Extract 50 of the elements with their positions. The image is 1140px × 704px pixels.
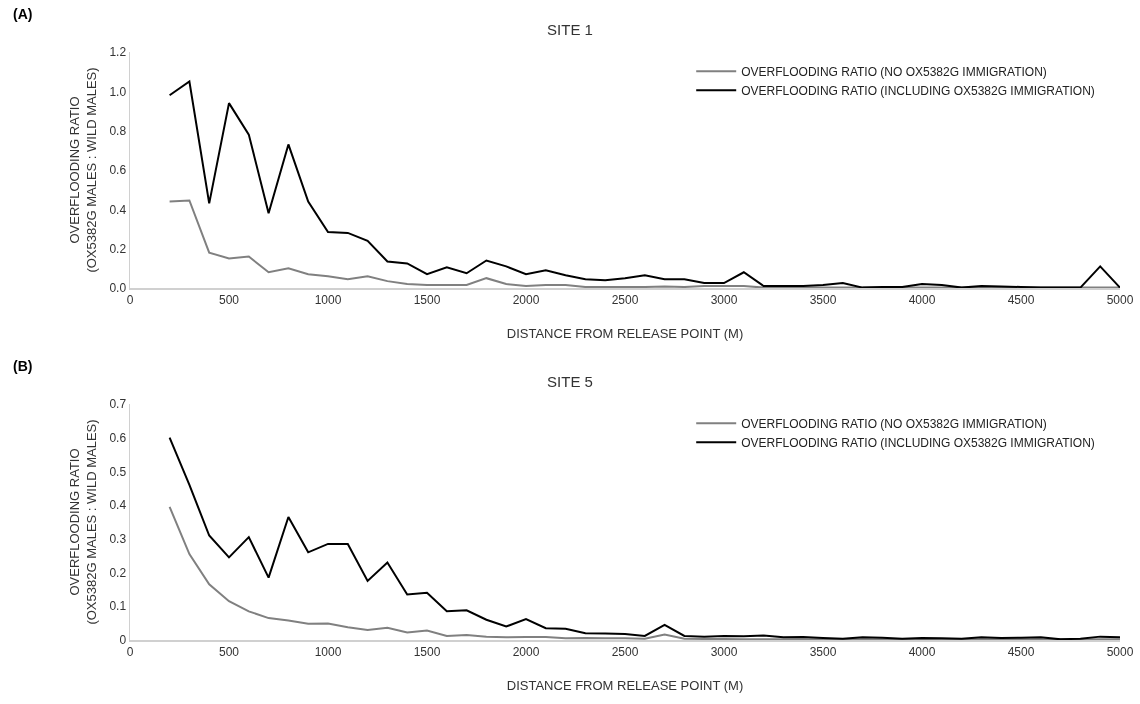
x-tick-label: 1500 [413, 292, 441, 307]
y-tick-label: 1.2 [109, 45, 127, 60]
x-tick-label: 5000 [1106, 292, 1134, 307]
y-axis-title: OVERFLOODING RATIO (OX5382G MALES : WILD MALES) [66, 67, 99, 273]
legend-label: OVERFLOODING RATIO (INCLUDING OX5382G IMMIGRATION) [741, 83, 1095, 98]
x-axis-title: DISTANCE FROM RELEASE POINT (M) [506, 325, 744, 341]
y-tick-label: 0.8 [109, 123, 127, 138]
chart-title: SITE 5 [547, 373, 593, 391]
x-tick-label: 1000 [314, 644, 342, 659]
y-tick-label: 0.6 [109, 430, 127, 445]
x-tick-label: 2000 [512, 644, 540, 659]
y-tick-label: 0.4 [109, 498, 127, 513]
y-tick-label: 0.4 [109, 202, 127, 217]
y-tick-label: 0 [119, 633, 127, 648]
x-tick-label: 2500 [611, 292, 639, 307]
y-tick-label: 1.0 [109, 84, 127, 99]
legend-label: OVERFLOODING RATIO (INCLUDING OX5382G IMMIGRATION) [741, 435, 1095, 450]
x-tick-label: 3000 [710, 292, 738, 307]
x-tick-label: 3500 [809, 644, 837, 659]
chart-title: SITE 1 [547, 21, 593, 39]
x-tick-label: 4500 [1007, 644, 1035, 659]
y-tick-label: 0.0 [109, 281, 127, 296]
x-tick-label: 500 [218, 644, 240, 659]
y-tick-label: 0.7 [109, 397, 127, 412]
y-tick-label: 0.3 [109, 532, 127, 547]
y-tick-label: 0.2 [109, 565, 127, 580]
x-tick-label: 4000 [908, 292, 936, 307]
x-tick-label: 4500 [1007, 292, 1035, 307]
text: (B) [13, 358, 33, 374]
legend-label: OVERFLOODING RATIO (NO OX5382G IMMIGRATION) [741, 416, 1047, 431]
x-tick-label: 1000 [314, 292, 342, 307]
y-tick-label: 0.6 [109, 163, 127, 178]
x-tick-label: 3500 [809, 292, 837, 307]
y-tick-label: 0.5 [109, 464, 127, 479]
x-tick-label: 500 [218, 292, 240, 307]
x-tick-label: 2000 [512, 292, 540, 307]
y-axis-title: OVERFLOODING RATIO (OX5382G MALES : WILD MALES) [66, 419, 99, 625]
x-tick-label: 1500 [413, 644, 441, 659]
line-series [168, 505, 1120, 640]
x-tick-label: 5000 [1106, 644, 1134, 659]
x-tick-label: 2500 [611, 644, 639, 659]
x-tick-label: 3000 [710, 644, 738, 659]
text: (A) [13, 6, 33, 22]
y-tick-label: 0.1 [109, 599, 127, 614]
line-series [168, 80, 1120, 288]
legend-label: OVERFLOODING RATIO (NO OX5382G IMMIGRATION) [741, 64, 1047, 79]
x-tick-label: 4000 [908, 644, 936, 659]
line-series [168, 436, 1120, 640]
y-tick-label: 0.2 [109, 241, 127, 256]
x-axis-title: DISTANCE FROM RELEASE POINT (M) [506, 677, 744, 693]
